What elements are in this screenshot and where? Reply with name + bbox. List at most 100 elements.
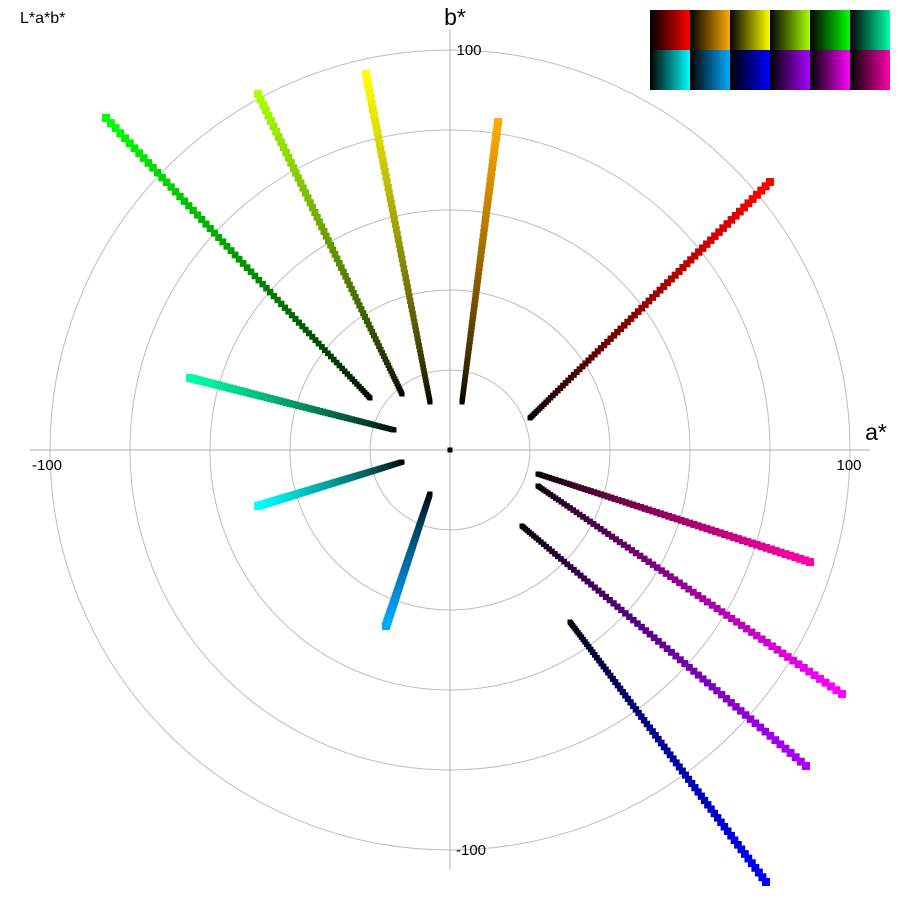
data-point-series-11 [673, 515, 681, 523]
data-point-series-11 [572, 483, 579, 489]
data-point-series-3 [335, 259, 343, 267]
data-point-series-2 [385, 189, 393, 197]
data-point-series-10 [784, 653, 792, 661]
color-swatch-legend [650, 10, 890, 90]
data-point-series-2 [414, 335, 421, 342]
color-swatch [650, 10, 690, 50]
data-point-series-8 [617, 685, 624, 692]
data-point-series-8 [666, 751, 674, 759]
data-point-series-11 [721, 530, 729, 539]
data-point-series-10 [728, 614, 736, 623]
data-point-series-10 [758, 635, 766, 643]
data-point-series-11 [575, 484, 582, 490]
data-point-series-4 [149, 164, 157, 172]
data-point-series-9 [791, 753, 800, 762]
color-swatch [850, 50, 890, 90]
data-point-series-1 [468, 327, 475, 334]
data-point-series-10 [649, 561, 657, 568]
data-point-series-0 [679, 264, 687, 272]
data-point-series-11 [712, 527, 720, 536]
data-point-series-2 [380, 162, 388, 170]
data-point-series-9 [722, 695, 731, 703]
data-point-series-10 [641, 555, 648, 562]
data-point-series-1 [476, 255, 484, 263]
data-point-series-10 [576, 511, 583, 518]
data-point-series-11 [776, 548, 785, 557]
data-point-series-0 [727, 216, 736, 224]
data-point-series-3 [272, 127, 280, 136]
data-point-series-9 [642, 627, 650, 634]
data-point-series-3 [360, 310, 367, 317]
data-point-series-2 [387, 200, 395, 208]
data-point-series-4 [333, 359, 340, 366]
data-point-series-10 [637, 552, 644, 560]
data-point-series-4 [144, 159, 153, 167]
data-point-series-4 [153, 168, 162, 177]
data-point-series-1 [473, 284, 480, 292]
b-axis-min-tick: -100 [456, 842, 486, 859]
data-point-series-8 [602, 666, 609, 673]
data-point-series-2 [366, 93, 375, 102]
data-point-series-2 [422, 374, 428, 380]
data-point-series-10 [555, 497, 562, 503]
data-point-series-3 [386, 365, 393, 372]
data-point-series-11 [669, 514, 677, 522]
data-point-series-10 [667, 573, 674, 580]
data-point-series-10 [753, 632, 761, 640]
data-point-series-4 [176, 192, 184, 201]
data-point-series-9 [630, 616, 637, 624]
data-point-series-0 [757, 186, 766, 195]
data-point-series-10 [612, 536, 619, 543]
data-point-series-1 [470, 304, 478, 312]
data-point-series-1 [475, 264, 483, 271]
data-point-series-0 [719, 224, 727, 232]
data-point-series-9 [690, 667, 698, 675]
data-point-series-3 [344, 277, 351, 284]
data-point-series-11 [566, 481, 573, 488]
data-point-series-1 [469, 312, 477, 319]
data-point-series-4 [125, 139, 134, 148]
data-point-series-10 [645, 558, 652, 565]
data-point-series-10 [553, 495, 559, 501]
data-point-series-2 [402, 274, 410, 282]
data-point-series-9 [685, 663, 693, 671]
data-point-series-8 [717, 818, 725, 827]
data-point-series-10 [703, 598, 711, 606]
data-point-series-1 [489, 153, 498, 162]
data-point-series-2 [369, 105, 377, 114]
data-point-series-10 [685, 585, 693, 593]
data-point-series-10 [570, 507, 577, 513]
data-point-series-4 [288, 312, 296, 319]
data-point-series-9 [564, 561, 571, 568]
data-point-series-9 [663, 645, 671, 653]
data-point-series-11 [806, 558, 814, 566]
data-point-series-8 [638, 713, 645, 720]
data-point-series-9 [699, 675, 707, 683]
data-point-series-3 [318, 223, 326, 231]
data-point-series-9 [659, 641, 667, 649]
data-point-series-0 [766, 178, 774, 186]
data-point-series-4 [185, 202, 193, 210]
data-point-series-5 [186, 374, 194, 382]
data-point-series-3 [333, 255, 341, 263]
data-point-series-4 [299, 323, 306, 330]
data-point-series-2 [413, 331, 420, 338]
data-point-series-2 [416, 346, 423, 353]
data-point-series-4 [210, 229, 219, 237]
data-point-series-8 [720, 823, 729, 831]
data-point-series-2 [365, 87, 374, 96]
data-point-series-9 [704, 679, 712, 687]
data-point-series-4 [106, 119, 115, 128]
data-point-series-2 [381, 167, 389, 176]
data-point-series-10 [773, 646, 782, 654]
data-point-series-9 [552, 551, 558, 557]
data-point-series-10 [708, 601, 716, 609]
data-point-series-2 [406, 293, 413, 300]
data-point-series-8 [612, 679, 619, 686]
data-point-series-4 [180, 197, 189, 205]
data-point-series-3 [269, 122, 278, 131]
data-point-series-9 [766, 732, 775, 740]
data-point-series-8 [660, 743, 668, 751]
data-point-series-9 [796, 757, 805, 766]
data-point-series-4 [255, 276, 263, 284]
